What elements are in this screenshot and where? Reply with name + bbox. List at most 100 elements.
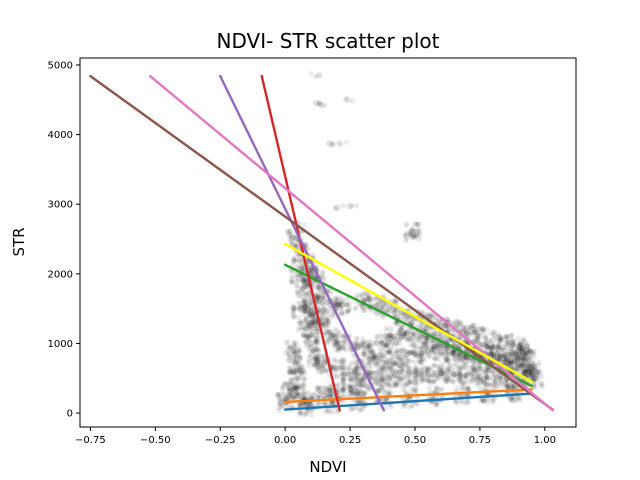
scatter-point <box>310 348 316 354</box>
scatter-point <box>376 364 382 370</box>
scatter-point <box>336 302 343 308</box>
scatter-point <box>487 367 493 373</box>
scatter-point <box>375 359 381 365</box>
scatter-point <box>426 366 432 372</box>
scatter-point <box>308 401 314 407</box>
scatter-point <box>526 363 533 369</box>
scatter-point <box>383 368 389 374</box>
scatter-point <box>383 332 390 338</box>
scatter-point <box>506 340 512 346</box>
scatter-point <box>299 324 305 330</box>
scatter-point <box>402 353 408 359</box>
scatter-point <box>308 265 314 271</box>
scatter-point <box>378 367 384 374</box>
scatter-point <box>411 350 419 358</box>
scatter-point <box>312 321 318 328</box>
scatter-point <box>448 366 454 372</box>
scatter-point <box>290 355 297 361</box>
scatter-point <box>297 401 303 408</box>
scatter-point <box>483 369 489 376</box>
scatter-point <box>410 331 416 337</box>
scatter-point <box>301 279 307 285</box>
scatter-point <box>360 358 366 364</box>
scatter-point <box>292 344 298 350</box>
scatter-point <box>341 333 347 339</box>
scatter-point <box>378 334 385 340</box>
scatter-point <box>390 361 396 368</box>
scatter-point <box>424 337 431 343</box>
scatter-point <box>432 331 438 338</box>
scatter-point <box>292 385 298 391</box>
scatter-point <box>352 368 358 375</box>
scatter-point <box>349 203 355 209</box>
scatter-point <box>375 300 381 306</box>
scatter-point <box>450 350 456 356</box>
scatter-point <box>285 392 291 398</box>
scatter-point <box>491 382 497 388</box>
scatter-point <box>382 363 388 369</box>
scatter-point <box>498 335 504 341</box>
scatter-point <box>520 367 526 374</box>
scatter-point <box>440 334 446 340</box>
scatter-point <box>297 391 303 397</box>
scatter-point <box>387 364 393 370</box>
scatter-point <box>306 337 313 343</box>
scatter-point <box>335 386 341 392</box>
scatter-point <box>424 365 430 371</box>
scatter-point <box>333 328 339 334</box>
scatter-point <box>454 372 460 378</box>
scatter-point <box>340 387 346 393</box>
scatter-point <box>323 329 329 335</box>
scatter-point <box>319 384 325 390</box>
scatter-point <box>456 352 462 358</box>
scatter-point <box>409 320 415 326</box>
scatter-point <box>338 359 344 365</box>
scatter-point <box>523 367 529 373</box>
scatter-point <box>297 293 303 299</box>
scatter-point <box>425 372 431 378</box>
scatter-point <box>335 345 342 351</box>
scatter-point <box>296 368 302 374</box>
scatter-point <box>436 352 442 358</box>
scatter-point <box>443 326 450 332</box>
scatter-point <box>422 350 428 356</box>
scatter-point <box>481 329 487 336</box>
scatter-point <box>414 352 420 358</box>
scatter-point <box>333 204 341 211</box>
scatter-point <box>531 353 537 359</box>
scatter-point <box>444 376 451 382</box>
scatter-point <box>443 359 450 365</box>
scatter-point <box>331 332 337 338</box>
scatter-point <box>400 375 407 381</box>
scatter-point <box>385 381 391 388</box>
scatter-point <box>447 368 453 374</box>
scatter-point <box>353 372 359 378</box>
scatter-point <box>491 353 497 359</box>
scatter-point <box>498 376 504 382</box>
scatter-point <box>333 338 340 344</box>
scatter-point <box>358 382 364 388</box>
scatter-point <box>332 335 339 341</box>
scatter-point <box>301 290 307 296</box>
scatter-point <box>296 325 302 331</box>
scatter-point <box>337 346 344 352</box>
scatter-point <box>478 325 484 331</box>
scatter-point <box>521 371 527 377</box>
scatter-point <box>307 354 314 360</box>
scatter-point <box>523 368 529 375</box>
scatter-point <box>422 341 428 347</box>
scatter-point <box>327 336 333 343</box>
scatter-point <box>334 383 340 390</box>
scatter-point <box>374 340 380 346</box>
scatter-point <box>396 331 402 337</box>
scatter-point <box>416 230 422 236</box>
scatter-point <box>386 348 393 354</box>
scatter-point <box>359 376 365 382</box>
scatter-point <box>302 303 308 310</box>
scatter-point <box>418 337 424 343</box>
scatter-point <box>434 343 440 350</box>
scatter-point <box>517 353 524 359</box>
scatter-point <box>365 362 372 368</box>
scatter-point <box>304 390 310 396</box>
